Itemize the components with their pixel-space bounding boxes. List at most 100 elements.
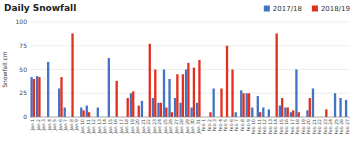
bar [196, 103, 198, 117]
bar [64, 108, 66, 118]
x-tick-label: Jan 21 [141, 119, 146, 134]
bar [246, 93, 248, 117]
y-tick-label: 0 [23, 113, 27, 120]
bar [295, 70, 297, 118]
x-tick-label: Feb 19 [301, 119, 306, 135]
bar [38, 77, 40, 117]
x-tick-label: Feb 15 [279, 119, 284, 135]
bar [284, 108, 286, 118]
bar [257, 96, 259, 117]
legend-label: 2017/18 [273, 5, 302, 13]
grid-line [30, 69, 350, 70]
bar [157, 103, 159, 117]
bar [281, 98, 283, 117]
legend-label: 2018/19 [321, 5, 350, 13]
bar [160, 103, 162, 117]
bar [193, 68, 195, 117]
x-tick-label: Feb 27 [345, 119, 350, 135]
x-tick-label: Feb 6 [229, 119, 234, 132]
grid-line [30, 45, 350, 46]
x-tick-label: Jan 31 [196, 119, 201, 134]
bar [259, 112, 261, 117]
legend: 2017/18 2018/19 [264, 5, 350, 13]
bar [130, 93, 132, 117]
bar [152, 98, 154, 117]
bar [226, 46, 228, 117]
x-tick-label: Feb 2 [207, 119, 212, 132]
bar [290, 112, 292, 117]
bars [30, 33, 347, 117]
bar [309, 98, 311, 117]
bar [292, 110, 294, 117]
x-tick-label: Jan 25 [163, 119, 168, 134]
x-tick-label: Jan 11 [86, 119, 91, 134]
bar [248, 93, 250, 117]
bar [165, 108, 167, 118]
bar [325, 109, 327, 117]
x-tick-label: Feb 23 [323, 119, 328, 135]
bar [60, 77, 62, 117]
bar [127, 98, 129, 117]
bar [312, 89, 314, 118]
bar [168, 79, 170, 117]
x-tick-label: Jan 30 [190, 119, 195, 134]
x-tick-label: Feb 14 [273, 119, 278, 135]
bar [71, 33, 73, 117]
x-tick-label: Jan 18 [124, 119, 129, 134]
bar [88, 112, 90, 117]
bar [213, 89, 215, 118]
bar [58, 89, 60, 118]
bar [231, 70, 233, 118]
x-tick-label: Jan 5 [52, 119, 57, 132]
bar [108, 58, 110, 117]
bar [190, 108, 192, 118]
bar [97, 108, 99, 118]
x-tick-label: Jan 22 [146, 119, 151, 134]
bar [298, 112, 300, 117]
x-tick-label: Jan 12 [91, 119, 96, 134]
grid-line [30, 117, 350, 118]
bar [339, 98, 341, 117]
x-tick-label: Feb 8 [240, 119, 245, 132]
y-axis-label: Snowfall cm [1, 51, 8, 88]
x-tick-label: Jan 24 [157, 119, 162, 134]
x-tick-label: Jan 15 [108, 119, 113, 134]
legend-swatch [264, 6, 270, 12]
x-tick-label: Feb 22 [317, 119, 322, 135]
x-tick-label: Feb 25 [334, 119, 339, 135]
x-tick-label: Feb 4 [218, 119, 223, 132]
bar [198, 60, 200, 117]
x-tick-label: Feb 12 [262, 119, 267, 135]
bar [86, 106, 88, 117]
legend-swatch [312, 6, 318, 12]
bar [251, 108, 253, 118]
bar [174, 98, 176, 117]
bar [154, 70, 156, 118]
x-tick-label: Feb 18 [295, 119, 300, 135]
x-tick-label: Feb 17 [290, 119, 295, 135]
x-tick-label: Jan 9 [74, 119, 79, 132]
x-tick-label: Jan 16 [113, 119, 118, 134]
x-tick-label: Jan 4 [47, 119, 52, 132]
bar [287, 108, 289, 118]
bar [30, 77, 32, 117]
bar [179, 103, 181, 117]
chart: Daily SnowfallSnowfall cm0255075100Jan 1… [0, 0, 354, 142]
bar [240, 90, 242, 117]
y-tick-label: 25 [19, 89, 27, 96]
bar [80, 108, 82, 118]
x-tick-label: Feb 13 [268, 119, 273, 135]
bar [187, 63, 189, 117]
x-tick-label: Jan 29 [185, 119, 190, 134]
x-tick-label: Feb 10 [251, 119, 256, 135]
bar [163, 70, 165, 118]
x-tick-label: Feb 20 [306, 119, 311, 135]
x-tick-label: Feb 9 [246, 119, 251, 132]
bar [209, 112, 211, 117]
x-tick-label: Jan 17 [119, 119, 124, 134]
x-tick-label: Feb 26 [339, 119, 344, 135]
x-tick-label: Feb 1 [201, 119, 206, 132]
bar [242, 93, 244, 117]
bar [262, 108, 264, 118]
x-tick-label: Jan 3 [41, 119, 46, 132]
